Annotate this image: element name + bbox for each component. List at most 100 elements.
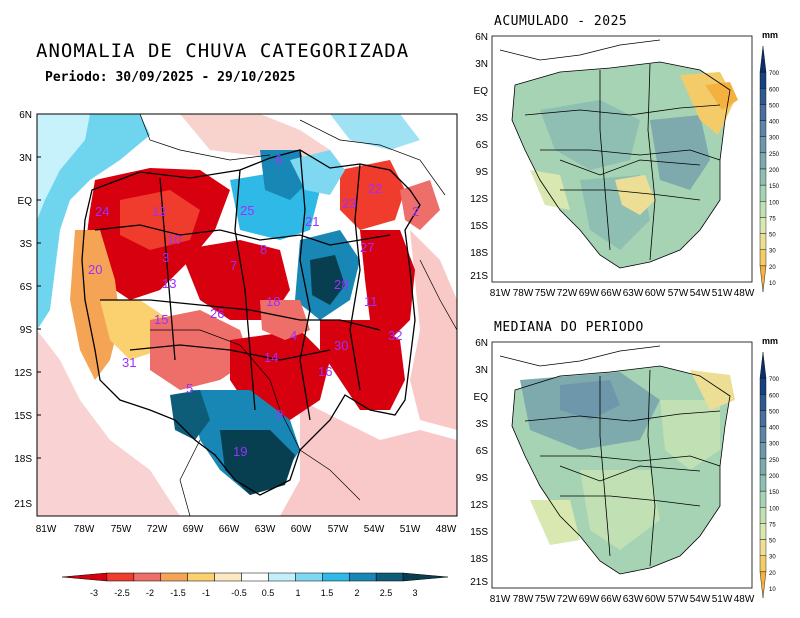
mm-scale-tick: 30 [769, 249, 776, 255]
lon-tick: 51W [400, 524, 421, 535]
main-lat-ticks: 6N 3N EQ 3S 6S 9S 12S 15S 18S 21S [14, 110, 32, 510]
lat-tick: 18S [470, 248, 488, 259]
mm-scale-tick: 200 [769, 474, 780, 480]
basin-label-27: 27 [360, 240, 374, 255]
mm-scale-swatch [759, 168, 767, 186]
mm-scale-tick: 500 [769, 409, 780, 415]
basin-label-11: 11 [364, 294, 378, 309]
mm-scale-swatch [759, 45, 767, 73]
colorbar-swatch [187, 572, 215, 582]
lat-tick: EQ [474, 86, 489, 97]
lon-tick: 75W [535, 594, 556, 605]
main-map-frame [36, 113, 458, 517]
basin-label-15: 15 [154, 312, 168, 327]
mm-scale-swatch [759, 265, 767, 293]
mm-scale-tick: 300 [769, 136, 780, 142]
lon-tick: 57W [668, 288, 689, 299]
mm-scale-swatch [759, 136, 767, 154]
lat-tick: 21S [470, 271, 488, 282]
mm-scale-tick: 400 [769, 426, 780, 432]
lat-tick: 15S [14, 411, 32, 422]
basin-label-24: 24 [95, 204, 109, 219]
lon-tick: 75W [535, 288, 556, 299]
mm-scale-swatch [759, 152, 767, 170]
mm-scale-swatch [759, 88, 767, 105]
lon-tick: 66W [601, 288, 622, 299]
colorbar-swatch [268, 572, 296, 582]
colorbar-swatch [375, 572, 404, 582]
lon-tick: 54W [364, 524, 385, 535]
colorbar-swatch [322, 572, 350, 582]
mm-scale-tick: 50 [769, 539, 776, 545]
basin-label-9: 9 [276, 407, 283, 422]
mm-scale-tick: 250 [769, 152, 780, 158]
mm-scale-tick: 700 [769, 71, 780, 77]
mm-scale-tick: 250 [769, 458, 780, 464]
basin-label-22: 22 [368, 181, 382, 196]
basin-boundaries [81, 149, 421, 496]
lon-tick: 72W [557, 594, 578, 605]
basin-label-13: 13 [162, 276, 176, 291]
mm-scale-swatch [759, 571, 767, 599]
basin-label-2: 2 [412, 204, 419, 219]
lon-tick: 72W [147, 524, 168, 535]
lon-tick: 60W [291, 524, 312, 535]
basin-label-18: 18 [266, 294, 280, 309]
colorbar-swatch [61, 572, 108, 582]
mm-scale-swatch [759, 523, 767, 540]
period-label: Periodo: 30/09/2025 - 29/10/2025 [45, 70, 296, 85]
lon-tick: 69W [183, 524, 204, 535]
lat-tick: 6S [476, 446, 489, 457]
accumulated-lat-ticks: 6N 3N EQ 3S 6S 9S 12S 15S 18S 21S [470, 32, 488, 282]
basin-label-12: 12 [152, 204, 166, 219]
lon-tick: 63W [623, 594, 644, 605]
colorbar-tick: 2 [354, 588, 359, 598]
mm-scale-swatch [759, 351, 767, 379]
mm-scale-swatch [759, 184, 767, 202]
mm-scale-tick: 600 [769, 87, 780, 93]
basin-label-28: 28 [334, 277, 348, 292]
colorbar-ticks: -3 -2.5 -2 -1.5 -1 -0.5 0.5 1 1.5 2 2.5 … [90, 588, 418, 598]
mm-scale-swatch [759, 217, 767, 234]
colorbar-tick: -3 [90, 588, 98, 598]
colorbar-swatch [160, 572, 188, 582]
mm-scale-tick: 150 [769, 184, 780, 190]
accumulated-unit-label: mm [762, 30, 779, 40]
mm-scale-swatch [759, 249, 767, 267]
mm-scale-swatch [759, 394, 767, 411]
accumulated-field [492, 36, 752, 282]
colorbar-swatch [106, 572, 135, 582]
lon-tick: 81W [490, 594, 511, 605]
basin-label-31: 31 [122, 355, 136, 370]
lon-tick: 57W [668, 594, 689, 605]
lat-tick: 6N [475, 32, 488, 43]
lat-tick: 3S [476, 113, 489, 124]
mm-scale-swatch [759, 233, 767, 250]
basin-label-8: 8 [260, 242, 267, 257]
mm-scale-swatch [759, 71, 767, 89]
lon-tick: 51W [712, 288, 733, 299]
mm-scale-tick: 10 [769, 281, 776, 287]
lat-tick: 3N [475, 59, 488, 70]
mm-scale-tick: 10 [769, 587, 776, 593]
lon-tick: 78W [513, 288, 534, 299]
lat-tick: 6S [20, 282, 33, 293]
mm-scale-tick: 400 [769, 120, 780, 126]
mm-scale-tick: 75 [769, 216, 776, 222]
basin-label-14: 14 [264, 350, 278, 365]
mm-scale-tick: 50 [769, 233, 776, 239]
colorbar-swatch [133, 572, 162, 582]
colorbar-swatch [402, 572, 449, 582]
colorbar-swatch [348, 572, 377, 582]
colorbar-tick: -1.5 [170, 588, 186, 598]
lat-tick: 21S [470, 577, 488, 588]
accumulated-lon-ticks: 81W 78W 75W 72W 69W 66W 63W 60W 57W 54W … [490, 288, 755, 299]
colorbar-tick: 1.5 [321, 588, 334, 598]
lat-tick: 12S [470, 194, 488, 205]
lat-tick: 18S [14, 454, 32, 465]
mm-scale-swatch [759, 458, 767, 476]
main-lon-ticks: 81W 78W 75W 72W 69W 66W 63W 60W 57W 54W … [36, 524, 457, 535]
main-map-title: ANOMALIA DE CHUVA CATEGORIZADA [36, 40, 410, 62]
lon-tick: 63W [623, 288, 644, 299]
